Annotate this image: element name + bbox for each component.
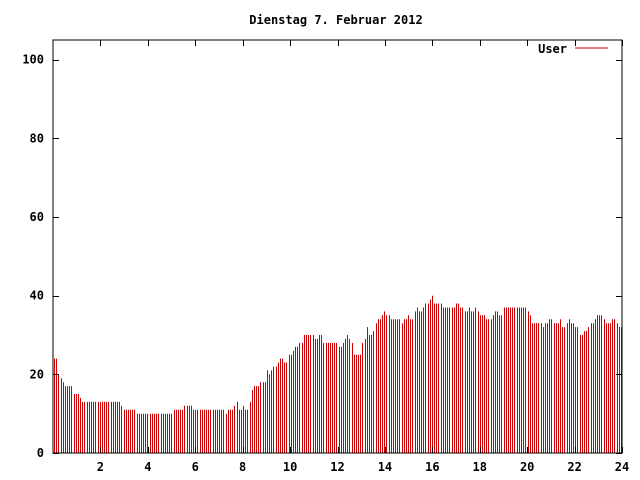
x-tick-label: 6 xyxy=(192,460,199,474)
y-tick-label: 80 xyxy=(30,131,44,145)
x-tick-label: 20 xyxy=(520,460,534,474)
x-tick-label: 14 xyxy=(378,460,392,474)
bar-series-user xyxy=(54,295,622,453)
legend: User xyxy=(538,42,608,56)
y-tick-label: 0 xyxy=(37,446,44,460)
y-tick-label: 60 xyxy=(30,210,44,224)
legend-label-user: User xyxy=(538,42,567,56)
x-tick-label: 4 xyxy=(144,460,151,474)
chart-title: Dienstag 7. Februar 2012 xyxy=(249,13,422,27)
x-axis: 2 4 6 8 10 12 14 16 18 20 22 24 xyxy=(97,40,629,474)
x-tick-label: 22 xyxy=(567,460,581,474)
x-tick-label: 16 xyxy=(425,460,439,474)
y-tick-label: 40 xyxy=(30,289,44,303)
x-tick-label: 2 xyxy=(97,460,104,474)
x-tick-label: 24 xyxy=(615,460,629,474)
x-tick-label: 10 xyxy=(283,460,297,474)
plot-frame xyxy=(52,39,623,454)
x-tick-label: 18 xyxy=(473,460,487,474)
y-tick-label: 100 xyxy=(22,53,44,67)
y-tick-label: 20 xyxy=(30,367,44,381)
x-tick-label: 8 xyxy=(239,460,246,474)
x-tick-label: 12 xyxy=(330,460,344,474)
y-axis: 0 20 40 60 80 100 xyxy=(22,53,622,460)
